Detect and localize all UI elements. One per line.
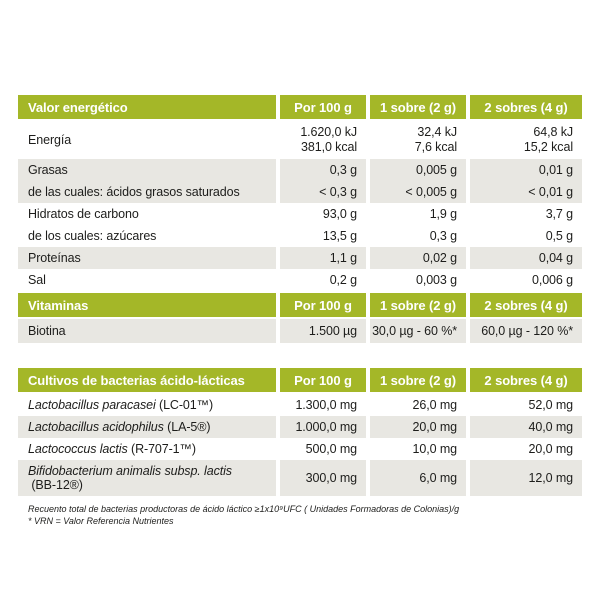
table-row-lactobacillus-acidophilus: Lactobacillus acidophilus (LA-5®) 1.000,…: [18, 416, 582, 438]
row-label: Hidratos de carbono: [18, 203, 276, 225]
column-header-2-sobres: 2 sobres (4 g): [470, 95, 582, 119]
value-per-100g: 1.620,0 kJ 381,0 kcal: [280, 121, 366, 159]
column-header-2-sobres: 2 sobres (4 g): [470, 368, 582, 392]
strain-code: (R-707-1™): [127, 442, 196, 456]
value-per-100g: 13,5 g: [280, 225, 366, 247]
energy-table-header-row: Valor energético Por 100 g 1 sobre (2 g)…: [18, 95, 582, 119]
row-label: Energía: [18, 121, 276, 159]
value-1-sobre: 26,0 mg: [370, 394, 466, 416]
value-per-100g: 300,0 mg: [280, 460, 366, 496]
value-1-sobre: 0,3 g: [370, 225, 466, 247]
strain-code: (BB-12®): [28, 478, 83, 492]
table-row-energia: Energía 1.620,0 kJ 381,0 kcal 32,4 kJ 7,…: [18, 121, 582, 159]
table-row-lactobacillus-paracasei: Lactobacillus paracasei (LC-01™) 1.300,0…: [18, 394, 582, 416]
table-row-lactococcus-lactis: Lactococcus lactis (R-707-1™) 500,0 mg 1…: [18, 438, 582, 460]
value-1-sobre: 0,003 g: [370, 269, 466, 291]
value-2-sobres: 20,0 mg: [470, 438, 582, 460]
value-2-sobres: 64,8 kJ 15,2 kcal: [470, 121, 582, 159]
value-1-sobre: 30,0 µg - 60 %*: [370, 319, 466, 343]
row-label: Biotina: [18, 319, 276, 343]
cultures-table: Cultivos de bacterias ácido-lácticas Por…: [18, 368, 582, 496]
value-1-sobre: 6,0 mg: [370, 460, 466, 496]
cultures-table-title: Cultivos de bacterias ácido-lácticas: [18, 368, 276, 392]
value-2-sobres: 0,5 g: [470, 225, 582, 247]
column-header-per-100g: Por 100 g: [280, 95, 366, 119]
footnote-vrn-definition: * VRN = Valor Referencia Nutrientes: [28, 515, 174, 526]
value-2-sobres: 0,04 g: [470, 247, 582, 269]
column-header-per-100g: Por 100 g: [280, 293, 366, 317]
value-2-sobres: 12,0 mg: [470, 460, 582, 496]
value-per-100g: < 0,3 g: [280, 181, 366, 203]
row-label: Lactobacillus paracasei (LC-01™): [18, 394, 276, 416]
footnotes: Recuento total de bacterias productoras …: [18, 504, 582, 527]
vitamins-table: Vitaminas Por 100 g 1 sobre (2 g) 2 sobr…: [18, 293, 582, 343]
table-row-sal: Sal 0,2 g 0,003 g 0,006 g: [18, 269, 582, 291]
energy-table-title: Valor energético: [18, 95, 276, 119]
value-per-100g: 0,3 g: [280, 159, 366, 181]
row-label: de los cuales: azúcares: [18, 225, 276, 247]
table-row-proteinas: Proteínas 1,1 g 0,02 g 0,04 g: [18, 247, 582, 269]
value-1-sobre: 0,005 g: [370, 159, 466, 181]
vitamins-table-header-row: Vitaminas Por 100 g 1 sobre (2 g) 2 sobr…: [18, 293, 582, 317]
column-header-per-100g: Por 100 g: [280, 368, 366, 392]
row-label: Proteínas: [18, 247, 276, 269]
value-per-100g: 0,2 g: [280, 269, 366, 291]
column-header-1-sobre: 1 sobre (2 g): [370, 95, 466, 119]
table-row-grasas: Grasas 0,3 g 0,005 g 0,01 g: [18, 159, 582, 181]
value-kj: 64,8 kJ: [533, 125, 573, 139]
value-1-sobre: 0,02 g: [370, 247, 466, 269]
species-name: Lactobacillus paracasei: [28, 398, 156, 412]
value-1-sobre: 1,9 g: [370, 203, 466, 225]
strain-code: (LC-01™): [155, 398, 214, 412]
column-header-2-sobres: 2 sobres (4 g): [470, 293, 582, 317]
strain-code: (LA-5®): [163, 420, 211, 434]
row-label: Bifidobacterium animalis subsp. lactis (…: [18, 460, 276, 496]
row-label: Sal: [18, 269, 276, 291]
value-per-100g: 1,1 g: [280, 247, 366, 269]
value-2-sobres: 3,7 g: [470, 203, 582, 225]
column-header-1-sobre: 1 sobre (2 g): [370, 368, 466, 392]
label-content: Valor energético Por 100 g 1 sobre (2 g)…: [18, 95, 582, 527]
vitamins-table-title: Vitaminas: [18, 293, 276, 317]
species-name: Lactococcus lactis: [28, 442, 128, 456]
value-per-100g: 1.300,0 mg: [280, 394, 366, 416]
value-2-sobres: 0,01 g: [470, 159, 582, 181]
value-per-100g: 500,0 mg: [280, 438, 366, 460]
value-1-sobre: 32,4 kJ 7,6 kcal: [370, 121, 466, 159]
value-2-sobres: 60,0 µg - 120 %*: [470, 319, 582, 343]
value-1-sobre: 10,0 mg: [370, 438, 466, 460]
value-per-100g: 1.000,0 mg: [280, 416, 366, 438]
value-per-100g: 1.500 µg: [280, 319, 366, 343]
value-2-sobres: < 0,01 g: [470, 181, 582, 203]
column-header-1-sobre: 1 sobre (2 g): [370, 293, 466, 317]
table-row-azucares: de los cuales: azúcares 13,5 g 0,3 g 0,5…: [18, 225, 582, 247]
value-kcal: 15,2 kcal: [523, 140, 573, 154]
cultures-table-header-row: Cultivos de bacterias ácido-lácticas Por…: [18, 368, 582, 392]
table-row-biotina: Biotina 1.500 µg 30,0 µg - 60 %* 60,0 µg…: [18, 319, 582, 343]
row-label: Lactococcus lactis (R-707-1™): [18, 438, 276, 460]
value-per-100g: 93,0 g: [280, 203, 366, 225]
table-row-grasas-saturadas: de las cuales: ácidos grasos saturados <…: [18, 181, 582, 203]
value-kcal: 7,6 kcal: [414, 140, 457, 154]
row-label: de las cuales: ácidos grasos saturados: [18, 181, 276, 203]
value-1-sobre: < 0,005 g: [370, 181, 466, 203]
value-2-sobres: 40,0 mg: [470, 416, 582, 438]
row-label: Grasas: [18, 159, 276, 181]
value-kj: 32,4 kJ: [417, 125, 457, 139]
species-name: Lactobacillus acidophilus: [28, 420, 164, 434]
value-2-sobres: 52,0 mg: [470, 394, 582, 416]
table-row-bifidobacterium-animalis: Bifidobacterium animalis subsp. lactis (…: [18, 460, 582, 496]
value-kj: 1.620,0 kJ: [300, 125, 357, 139]
species-name: Bifidobacterium animalis subsp. lactis: [28, 464, 232, 478]
footnote-cfu-count: Recuento total de bacterias productoras …: [28, 504, 460, 514]
value-1-sobre: 20,0 mg: [370, 416, 466, 438]
energy-table: Valor energético Por 100 g 1 sobre (2 g)…: [18, 95, 582, 291]
value-kcal: 381,0 kcal: [301, 140, 357, 154]
value-2-sobres: 0,006 g: [470, 269, 582, 291]
row-label: Lactobacillus acidophilus (LA-5®): [18, 416, 276, 438]
table-row-hidratos: Hidratos de carbono 93,0 g 1,9 g 3,7 g: [18, 203, 582, 225]
